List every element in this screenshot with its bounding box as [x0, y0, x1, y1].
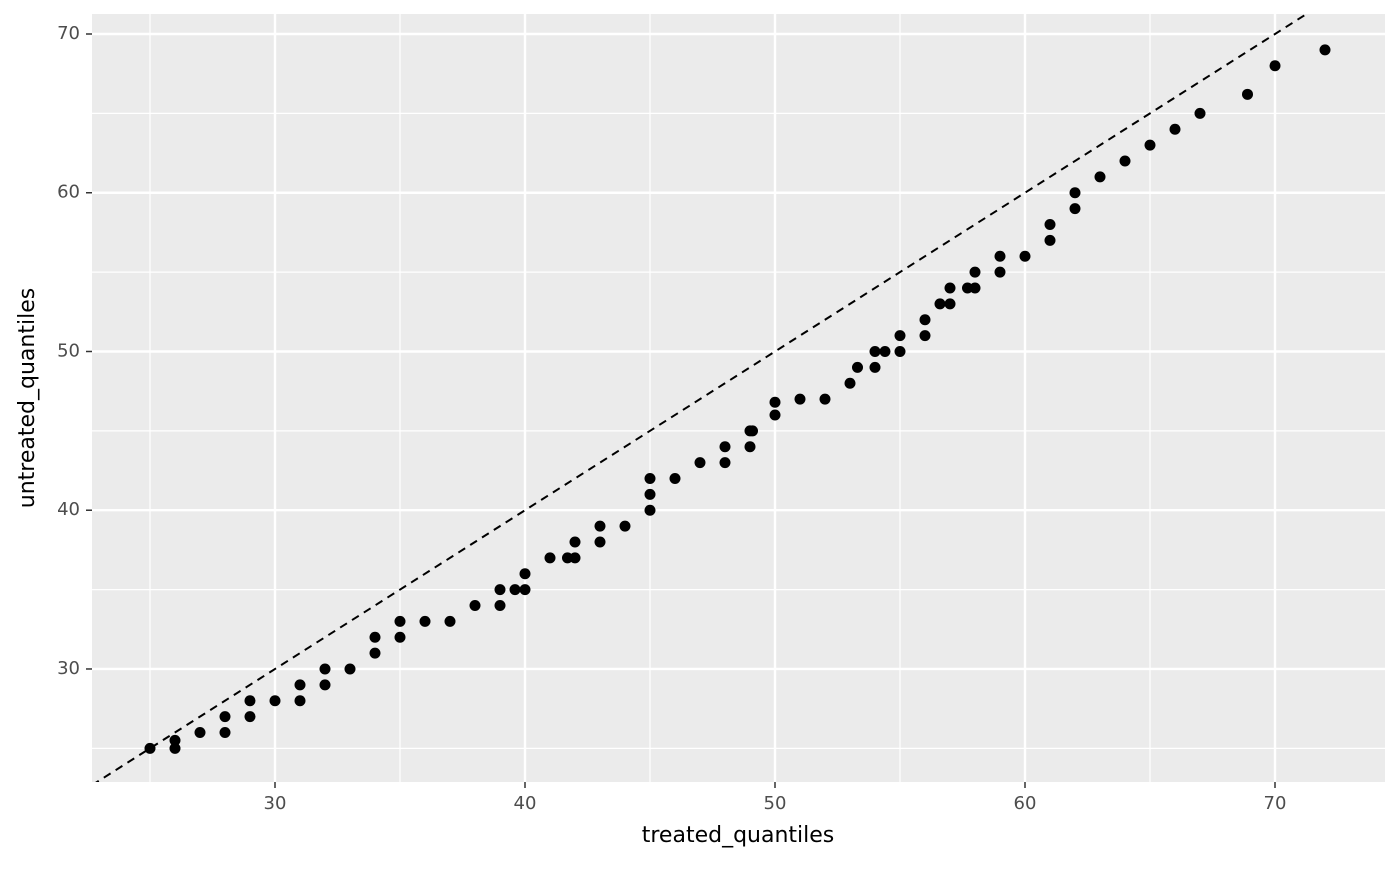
point	[469, 599, 481, 611]
y-axis-label: untreated_quantiles	[15, 288, 40, 508]
point	[819, 393, 831, 405]
point	[344, 663, 356, 675]
point	[744, 441, 756, 453]
point	[519, 584, 531, 596]
point	[794, 393, 806, 405]
point	[294, 695, 306, 707]
point	[869, 361, 881, 373]
point	[494, 599, 506, 611]
point	[1144, 139, 1156, 151]
point	[269, 695, 281, 707]
point	[1094, 171, 1106, 183]
point	[594, 520, 606, 532]
point	[1269, 60, 1281, 72]
panel	[92, 14, 1385, 782]
point	[394, 615, 406, 627]
y-tick-label: 30	[57, 658, 80, 679]
point	[1069, 203, 1081, 215]
point	[169, 734, 181, 746]
point	[1319, 44, 1331, 56]
point	[669, 472, 681, 484]
point	[934, 298, 946, 310]
point	[1194, 107, 1206, 119]
point	[594, 536, 606, 548]
y-tick-label: 40	[57, 499, 80, 520]
point	[169, 742, 181, 754]
point	[394, 631, 406, 643]
point	[919, 314, 931, 326]
point	[969, 266, 981, 278]
point	[319, 679, 331, 691]
point	[894, 330, 906, 342]
point	[994, 266, 1006, 278]
y-tick-label: 50	[57, 340, 80, 361]
point	[879, 345, 891, 357]
point	[994, 250, 1006, 262]
point	[769, 396, 781, 408]
point	[144, 742, 156, 754]
point	[494, 584, 506, 596]
point	[944, 282, 956, 294]
point	[644, 504, 656, 516]
point	[244, 711, 256, 723]
point	[509, 584, 521, 596]
point	[619, 520, 631, 532]
x-tick-label: 30	[264, 793, 287, 814]
point	[194, 726, 206, 738]
point	[1044, 218, 1056, 230]
point	[894, 345, 906, 357]
point	[644, 472, 656, 484]
reference-line	[95, 14, 1309, 782]
point	[1069, 187, 1081, 199]
x-axis-label: treated_quantiles	[642, 823, 835, 848]
point	[844, 377, 856, 389]
x-tick-label: 60	[1014, 793, 1037, 814]
point	[944, 298, 956, 310]
x-tick-label: 70	[1264, 793, 1287, 814]
point	[569, 552, 581, 564]
point	[869, 345, 881, 357]
point	[369, 631, 381, 643]
point	[1242, 88, 1253, 100]
point	[219, 726, 231, 738]
point	[1119, 155, 1131, 167]
point	[369, 647, 381, 659]
point	[294, 679, 306, 691]
point	[747, 425, 758, 437]
point	[644, 488, 656, 500]
point	[1019, 250, 1031, 262]
point	[319, 663, 331, 675]
point	[919, 330, 931, 342]
point	[1044, 234, 1056, 246]
point	[694, 457, 706, 469]
point	[244, 695, 256, 707]
point	[219, 711, 231, 723]
y-tick-label: 70	[57, 23, 80, 44]
point	[519, 568, 531, 580]
point	[719, 457, 731, 469]
point	[852, 361, 863, 373]
point	[719, 441, 731, 453]
point	[569, 536, 581, 548]
x-tick-label: 40	[514, 793, 537, 814]
x-tick-label: 50	[764, 793, 787, 814]
point	[969, 282, 981, 294]
point	[769, 409, 781, 421]
point	[544, 552, 556, 564]
point	[419, 615, 431, 627]
point	[1169, 123, 1181, 135]
point	[444, 615, 456, 627]
y-tick-label: 60	[57, 182, 80, 203]
